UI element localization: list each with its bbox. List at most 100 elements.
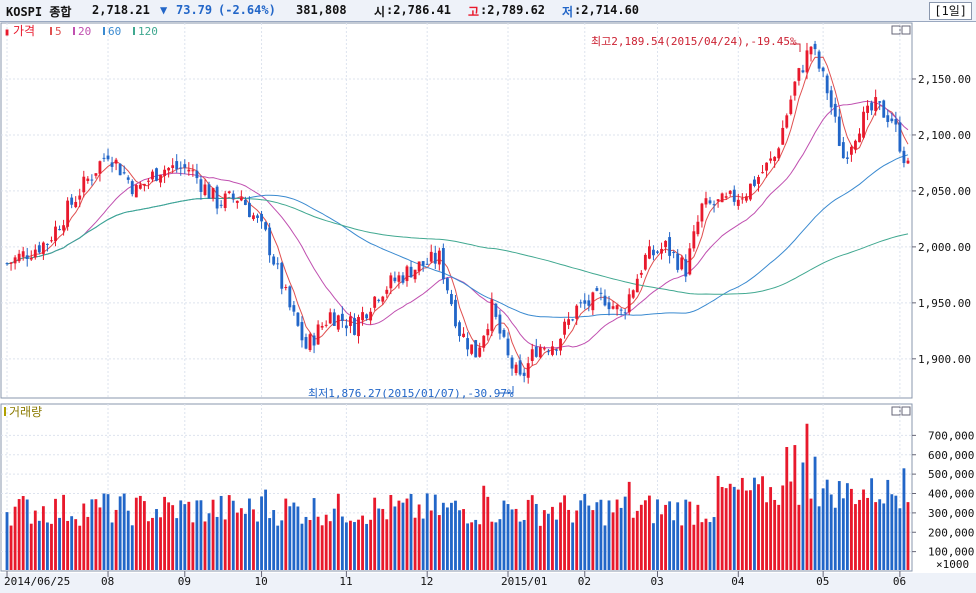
candle — [890, 112, 894, 124]
high-pointer — [790, 43, 801, 52]
volume-bar — [377, 508, 381, 570]
low-value: :2,714.60 — [574, 3, 640, 17]
volume-bar — [753, 477, 756, 570]
candle — [41, 241, 45, 260]
candle — [623, 308, 627, 320]
candle — [227, 190, 231, 195]
candle — [320, 322, 324, 330]
volume-bar — [429, 510, 433, 570]
price-change-pct: (-2.64%) — [218, 3, 276, 17]
candle — [684, 254, 688, 283]
candle — [86, 176, 90, 184]
candle — [413, 269, 417, 283]
volume-bar — [757, 484, 760, 570]
candle — [639, 270, 643, 278]
x-axis-tick: 11 — [339, 575, 352, 588]
candle — [106, 148, 110, 162]
candle — [854, 139, 857, 154]
volume-bar — [825, 479, 829, 570]
volume-bar — [171, 505, 175, 570]
candle — [328, 308, 332, 325]
volume-bar — [324, 514, 328, 570]
volume-bar — [740, 477, 744, 570]
candle — [147, 178, 150, 190]
volume-bar — [227, 495, 231, 570]
volume-bar — [292, 502, 296, 570]
candle — [542, 346, 546, 351]
candle — [381, 295, 385, 305]
volume-bar — [801, 462, 805, 570]
candle — [239, 190, 243, 202]
panel-close-button[interactable] — [901, 406, 911, 416]
volume-bar — [450, 502, 453, 570]
volume-bar — [203, 521, 207, 570]
volume-bar — [886, 479, 890, 570]
volume-bar — [704, 518, 708, 570]
ma-legend-item: 120 — [138, 25, 158, 38]
volume-bar — [409, 493, 413, 570]
candle — [377, 298, 381, 303]
ma-legend-item: 20 — [78, 25, 91, 38]
volume-bar — [276, 525, 280, 570]
candle — [66, 197, 70, 231]
volume-bar — [284, 498, 288, 570]
low-pointer — [499, 386, 514, 394]
candle — [389, 272, 393, 295]
candle — [344, 318, 348, 337]
candle — [401, 272, 405, 285]
volume-bar — [595, 502, 599, 570]
candle — [199, 175, 203, 200]
volume-bar — [631, 517, 635, 570]
price-panel — [0, 22, 913, 399]
candle — [25, 247, 29, 267]
volume-bar — [74, 519, 78, 570]
volume-bar — [571, 522, 575, 570]
volume-bar — [147, 521, 150, 570]
candle — [668, 232, 672, 264]
volume-bar — [260, 496, 263, 570]
volume-bar — [494, 522, 498, 570]
volume-bar — [837, 481, 841, 570]
candle — [33, 244, 37, 260]
low-annotation: 최저1,876.27(2015/01/07),-30.97% — [308, 387, 514, 400]
candle — [114, 157, 118, 171]
candle — [789, 95, 793, 116]
volume-bar — [328, 521, 332, 570]
volume-bar — [365, 523, 369, 570]
volume-bar — [906, 502, 910, 570]
candle — [777, 146, 781, 161]
volume-bar — [700, 522, 704, 570]
volume-bar — [183, 504, 187, 570]
volume-bar — [882, 503, 886, 570]
panel-restore-button[interactable] — [891, 406, 901, 416]
panel-close-button[interactable] — [901, 25, 911, 35]
candle — [583, 293, 587, 310]
candle — [765, 162, 768, 178]
volume-bar — [425, 493, 429, 570]
candle — [559, 338, 562, 356]
volume-bar — [54, 498, 57, 570]
volume-bar — [219, 495, 223, 570]
price-y-tick: 2,050.00 — [918, 185, 971, 198]
candle — [696, 215, 700, 237]
volume-bar — [58, 517, 61, 570]
volume-bar — [126, 510, 130, 570]
volume-bar — [9, 525, 13, 570]
volume-bar — [607, 500, 611, 570]
candle — [676, 249, 680, 273]
volume-bar — [207, 513, 211, 570]
candle — [498, 310, 502, 340]
panel-restore-button[interactable] — [891, 25, 901, 35]
volume-bar — [114, 509, 118, 570]
candle — [118, 163, 122, 176]
volume-bar — [482, 485, 486, 570]
candle — [37, 241, 41, 255]
volume-bar — [50, 523, 53, 570]
candle — [837, 108, 841, 147]
volume-bar — [369, 519, 373, 570]
candle — [898, 116, 902, 154]
volume-bar — [118, 496, 122, 570]
volume-y-tick: 400,000 — [928, 488, 974, 501]
candle — [744, 193, 748, 203]
period-button[interactable]: [1일] — [929, 2, 972, 20]
